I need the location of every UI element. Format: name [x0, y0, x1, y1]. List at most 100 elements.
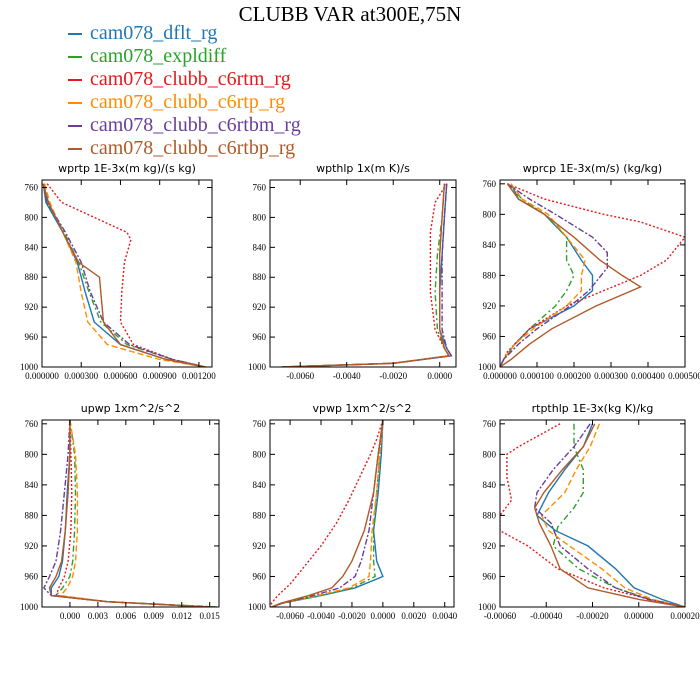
series-line — [42, 183, 206, 367]
panel: wpthlp 1x(m K)/s 760 800 840 880 920 960 1000 -0… — [248, 162, 457, 381]
legend-label: cam078_expldiff — [90, 45, 227, 67]
y-tick-label: 800 — [483, 209, 497, 219]
series-line — [540, 423, 685, 607]
series-line — [271, 420, 384, 607]
panel-title: rtpthlp 1E-3x(kg K)/kg — [532, 402, 654, 415]
panel: wprcp 1E-3x(m/s) (kg/kg) 760 800 840 880 920 9… — [478, 162, 700, 381]
series-line — [42, 183, 206, 367]
y-tick-label: 960 — [253, 332, 267, 342]
legend-label: cam078_dflt_rg — [90, 22, 218, 44]
y-tick-label: 840 — [483, 240, 497, 250]
y-tick-label: 1000 — [20, 362, 39, 372]
series-line — [500, 183, 643, 367]
x-tick-label: 0.000300 — [594, 371, 628, 381]
legend-label: cam078_clubb_c6rtp_rg — [90, 91, 286, 113]
series-line — [552, 423, 685, 607]
x-tick-label: 0.012 — [172, 611, 192, 621]
y-tick-label: 760 — [483, 419, 497, 429]
x-tick-label: -0.0020 — [379, 371, 407, 381]
series-line — [536, 423, 685, 607]
series-line — [500, 423, 685, 607]
legend-label: cam078_clubb_c6rtbm_rg — [90, 114, 301, 136]
x-tick-label: 0.003 — [88, 611, 109, 621]
x-tick-label: -0.0040 — [307, 611, 335, 621]
plot-frame — [499, 419, 686, 608]
series-line — [500, 183, 586, 367]
x-tick-label: -0.0060 — [276, 611, 304, 621]
legend-label: cam078_clubb_c6rtbp_rg — [90, 137, 296, 159]
y-tick-label: 760 — [25, 182, 39, 192]
x-tick-label: 0.009 — [144, 611, 165, 621]
panel-title: vpwp 1xm^2/s^2 — [312, 402, 411, 415]
figure-title: CLUBB VAR at300E,75N — [238, 2, 462, 26]
y-tick-label: 800 — [25, 212, 39, 222]
y-tick-label: 960 — [253, 571, 267, 581]
y-tick-label: 760 — [483, 179, 497, 189]
x-tick-label: -0.00060 — [484, 611, 517, 621]
series-line — [271, 420, 384, 607]
series-line — [500, 183, 608, 367]
x-tick-label: 0.000200 — [557, 371, 591, 381]
y-tick-label: 1000 — [248, 602, 267, 612]
series-line — [48, 420, 210, 607]
x-tick-label: 0.00020 — [670, 611, 700, 621]
series-line — [533, 423, 685, 607]
plot-frame — [269, 419, 455, 608]
y-tick-label: 920 — [253, 302, 267, 312]
x-tick-label: 0.00000 — [624, 611, 654, 621]
panel-title: wprtp 1E-3x(m kg)/(s kg) — [58, 162, 196, 175]
series-line — [271, 420, 384, 607]
x-tick-label: 0.000 — [60, 611, 81, 621]
legend-swatch — [68, 125, 82, 127]
x-tick-label: 0.000900 — [143, 371, 177, 381]
series-line — [271, 420, 384, 607]
x-tick-label: -0.0040 — [333, 371, 361, 381]
panel: rtpthlp 1E-3x(kg K)/kg 760 800 840 880 920 960… — [478, 402, 700, 621]
y-tick-label: 800 — [253, 449, 267, 459]
y-tick-label: 880 — [253, 272, 267, 282]
x-tick-label: 0.0040 — [432, 611, 457, 621]
series-line — [55, 420, 210, 607]
x-tick-label: 0.000000 — [483, 371, 517, 381]
y-tick-label: 800 — [253, 212, 267, 222]
y-tick-label: 1000 — [248, 362, 267, 372]
panel: wprtp 1E-3x(m kg)/(s kg) 760 800 840 880 920 9… — [20, 162, 216, 381]
y-tick-label: 960 — [483, 571, 497, 581]
series-line — [270, 420, 384, 607]
y-tick-label: 920 — [25, 541, 39, 551]
legend-swatch — [68, 102, 82, 104]
y-tick-label: 960 — [25, 332, 39, 342]
y-tick-label: 760 — [25, 419, 39, 429]
series-line — [42, 183, 206, 367]
plot-frame — [41, 179, 213, 368]
y-tick-label: 920 — [483, 301, 497, 311]
panel-title: upwp 1xm^2/s^2 — [81, 402, 181, 415]
x-tick-label: 0.006 — [116, 611, 137, 621]
panel: upwp 1xm^2/s^2 760 800 840 880 920 960 1000 0.00… — [20, 402, 220, 621]
panel-title: wpthlp 1x(m K)/s — [316, 162, 410, 175]
plot-frame — [499, 179, 686, 368]
x-tick-label: 0.0020 — [401, 611, 426, 621]
series-line — [43, 183, 206, 367]
x-tick-label: 0.000000 — [25, 371, 59, 381]
y-tick-label: 760 — [253, 182, 267, 192]
y-tick-label: 960 — [25, 571, 39, 581]
plot-frame — [269, 179, 457, 368]
y-tick-label: 880 — [253, 510, 267, 520]
y-tick-label: 920 — [253, 541, 267, 551]
x-tick-label: 0.000400 — [631, 371, 665, 381]
y-tick-label: 760 — [253, 419, 267, 429]
plot-frame — [41, 419, 220, 608]
legend-label: cam078_clubb_c6rtm_rg — [90, 68, 291, 90]
y-tick-label: 800 — [25, 449, 39, 459]
series-line — [43, 183, 206, 367]
series-line — [281, 183, 451, 367]
y-tick-label: 800 — [483, 449, 497, 459]
x-tick-label: 0.000600 — [104, 371, 138, 381]
y-tick-label: 840 — [253, 242, 267, 252]
y-tick-label: 960 — [483, 331, 497, 341]
x-tick-label: 0.001200 — [182, 371, 216, 381]
x-tick-label: -0.00040 — [530, 611, 563, 621]
series-line — [43, 420, 210, 607]
y-tick-label: 880 — [483, 270, 497, 280]
